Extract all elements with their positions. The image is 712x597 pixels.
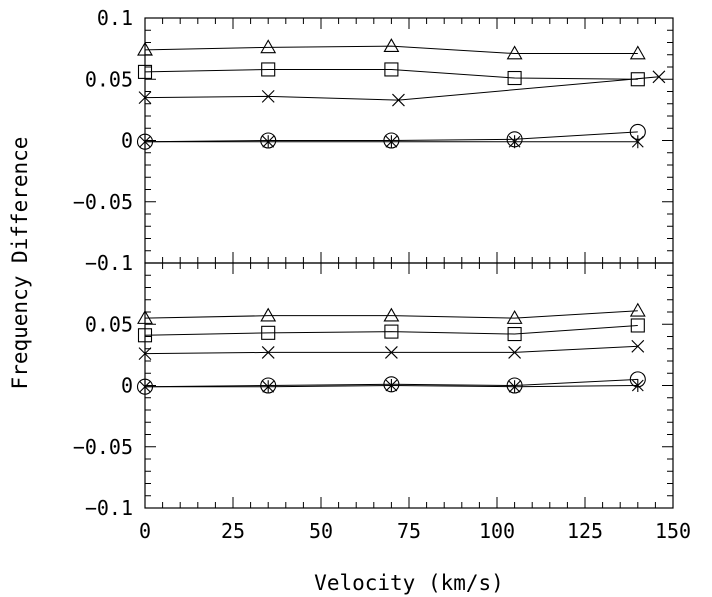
top-series-triangle-line (144, 45, 638, 55)
top-triangle-marker (137, 41, 153, 56)
bottom-cross-marker (138, 347, 152, 361)
bottom-asterisk-marker (631, 379, 644, 392)
bottom-cross-marker-stroke (508, 346, 521, 359)
top-asterisk-marker (508, 135, 521, 149)
top-asterisk-marker (139, 135, 151, 149)
top-square-marker (384, 62, 399, 77)
bottom-triangle-marker (137, 310, 153, 324)
top-triangle-marker (383, 38, 400, 52)
top-asterisk-marker (631, 135, 644, 149)
bottom-asterisk-marker (139, 380, 151, 394)
top-square-marker (137, 64, 153, 79)
bottom-asterisk-marker (262, 380, 275, 394)
x-tick-label: 75 (397, 519, 421, 543)
top-y-tick-label: 0 (121, 129, 133, 153)
bottom-square-marker (261, 325, 276, 340)
top-cross-marker (261, 90, 275, 103)
bottom-cross-marker-stroke (385, 346, 398, 359)
bottom-square-marker (137, 328, 153, 343)
x-tick-label: 100 (479, 519, 515, 543)
bottom-cross-marker-stroke (631, 339, 645, 353)
bottom-cross-marker-stroke (261, 346, 275, 359)
top-panel: 0.1 0.05 0 −0.05 −0.1 (73, 6, 674, 275)
top-cross-marker-stroke (652, 70, 666, 84)
top-series-square-line (144, 68, 638, 80)
top-square-marker (261, 62, 276, 77)
top-square-marker (507, 70, 522, 86)
bottom-square-marker (507, 326, 522, 342)
bottom-y-tick-label: 0 (121, 374, 133, 398)
top-cross-marker-stroke (138, 91, 152, 105)
x-tick-label: 50 (309, 519, 333, 543)
top-asterisk-marker (385, 135, 398, 149)
bottom-triangle-marker (629, 302, 646, 317)
bottom-asterisk-marker (508, 380, 521, 394)
bottom-cross-marker (508, 346, 521, 359)
bottom-square-marker (384, 324, 399, 339)
bottom-square-marker (630, 318, 645, 333)
bottom-series-square-line (144, 324, 638, 336)
top-triangle-marker (260, 39, 277, 54)
bottom-triangle-marker (260, 307, 277, 322)
bottom-y-tick-label: −0.05 (73, 435, 133, 459)
top-cross-marker (652, 70, 666, 84)
top-cross-marker-stroke (392, 93, 405, 107)
bottom-cross-marker (385, 346, 398, 359)
top-y-tick-label: −0.1 (85, 251, 133, 275)
top-triangle-marker (506, 45, 523, 60)
bottom-y-tick-label: −0.1 (85, 496, 133, 520)
x-tick-label: 150 (655, 519, 691, 543)
top-cross-marker (392, 93, 405, 107)
top-y-tick-label: 0.05 (85, 67, 133, 91)
x-tick-label: 125 (567, 519, 603, 543)
top-y-tick-label: 0.1 (97, 6, 133, 30)
y-axis-label: Frequency Difference (8, 137, 32, 390)
bottom-cross-marker (261, 346, 275, 359)
top-cross-marker (138, 91, 152, 105)
bottom-asterisk-marker (385, 379, 398, 392)
top-cross-marker-stroke (261, 90, 275, 103)
bottom-panel: 0.050−0.05−0.10 25 50 75 100 125 150 (73, 262, 691, 543)
bottom-cross-marker (631, 339, 645, 353)
top-asterisk-marker (262, 135, 275, 149)
bottom-y-tick-label: 0.05 (85, 312, 133, 336)
x-tick-label: 0 (139, 519, 151, 543)
x-axis-label: Velocity (km/s) (314, 571, 504, 595)
top-series-cross-line (144, 76, 659, 101)
bottom-series-triangle-line (144, 310, 638, 319)
x-tick-label: 25 (221, 519, 245, 543)
top-triangle-marker (629, 45, 646, 60)
bottom-cross-marker-stroke (138, 347, 152, 361)
top-y-tick-label: −0.05 (73, 190, 133, 214)
bottom-triangle-marker (506, 310, 523, 324)
bottom-triangle-marker (383, 307, 400, 322)
